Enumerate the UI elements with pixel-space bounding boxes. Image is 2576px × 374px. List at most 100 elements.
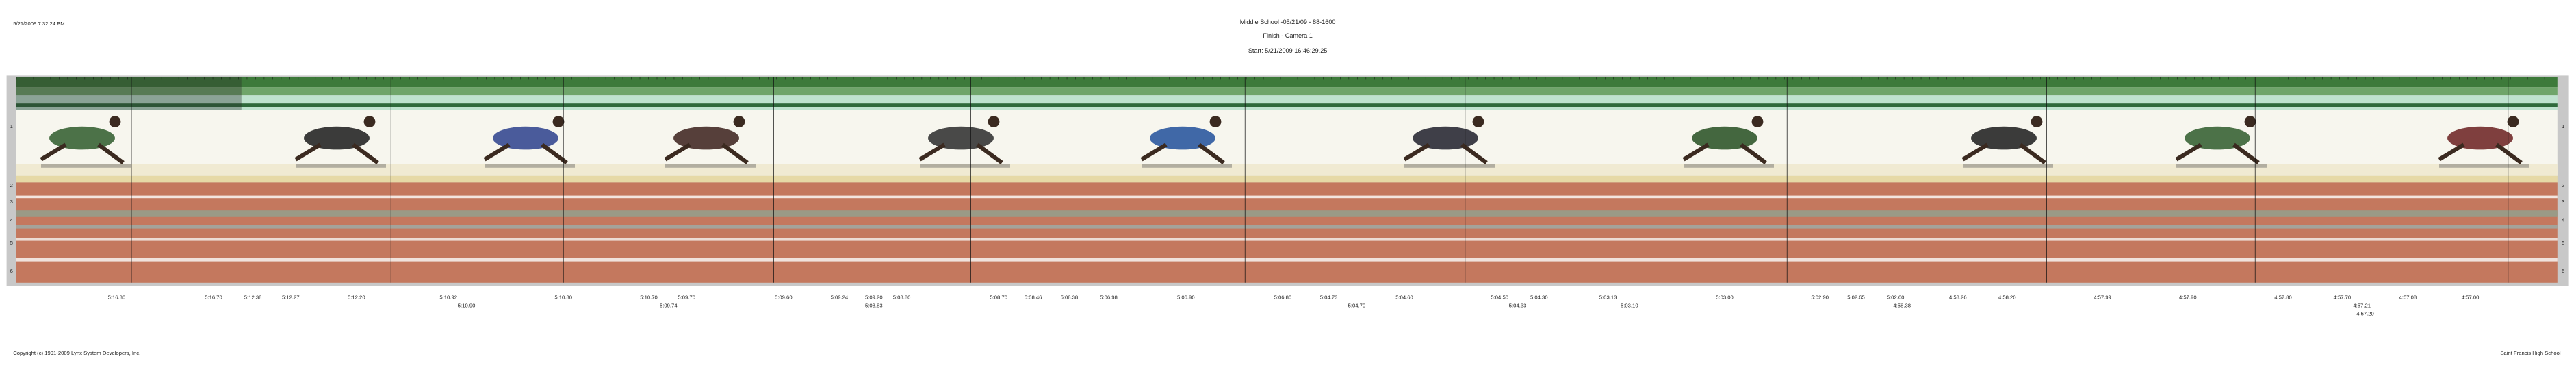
school-name: Saint Francis High School (2500, 350, 2561, 356)
runner (49, 126, 116, 150)
time-label: 5:10.80 (554, 294, 572, 300)
time-label: 5:09.20 (865, 294, 883, 300)
runner-shadow (485, 164, 576, 168)
time-label: 4:57.70 (2334, 294, 2352, 300)
time-label: 4:57.08 (2399, 294, 2417, 300)
time-label: 5:04.33 (1509, 302, 1527, 308)
lane-label: 6 (10, 268, 13, 274)
infield (16, 77, 2558, 88)
runner-shadow (2439, 164, 2530, 168)
runner (2447, 126, 2514, 150)
runner-shadow (1142, 164, 1233, 168)
rail (16, 103, 2558, 107)
lane-label: 6 (2562, 268, 2564, 274)
timestamp: 5/21/2009 7:32:24 PM (13, 21, 65, 27)
runner-shadow (920, 164, 1011, 168)
time-label: 5:06.80 (1274, 294, 1292, 300)
runner (918, 142, 1003, 165)
time-label: 5:04.70 (1348, 302, 1366, 308)
time-label: 5:10.70 (640, 294, 658, 300)
lane-label: 2 (10, 182, 13, 188)
time-label: 4:58.38 (1893, 302, 1911, 308)
lane-line (16, 195, 2558, 199)
runner (2438, 142, 2523, 165)
runner (2175, 142, 2260, 165)
lane-label: 1 (10, 123, 13, 129)
time-label: 5:09.70 (678, 294, 695, 300)
copyright: Copyright (c) 1991-2009 Lynx System Deve… (13, 350, 140, 356)
lane-line (16, 238, 2558, 241)
lane-line (16, 210, 2558, 217)
runner-shadow (2176, 164, 2267, 168)
runner (109, 116, 121, 127)
time-label: 4:57.00 (2462, 294, 2480, 300)
track-edge (16, 175, 2558, 183)
lane-label: 4 (2562, 217, 2565, 223)
time-label: 5:10.90 (458, 302, 476, 308)
infield (16, 87, 2558, 96)
time-label: 5:12.38 (244, 294, 262, 300)
photo-strip (6, 75, 2569, 286)
runner (2244, 116, 2256, 127)
time-label: 4:57.99 (2094, 294, 2111, 300)
time-label: 5:08.70 (990, 294, 1007, 300)
subtitle: Finish - Camera 1 (1263, 32, 1312, 39)
runner (664, 142, 749, 165)
time-label: 5:02.90 (1811, 294, 1829, 300)
time-label: 5:09.24 (831, 294, 849, 300)
time-label: 5:09.74 (660, 302, 678, 308)
time-label: 5:09.60 (775, 294, 793, 300)
runner-shadow (41, 164, 132, 168)
runner-shadow (665, 164, 756, 168)
runner (40, 142, 125, 165)
runner (483, 142, 568, 165)
time-label: 5:06.98 (1100, 294, 1118, 300)
runner (2507, 116, 2519, 127)
runner (1413, 126, 1479, 150)
runner (552, 116, 565, 127)
runner-shadow (296, 164, 387, 168)
lane-line (16, 258, 2558, 262)
time-label: 5:12.20 (348, 294, 365, 300)
runner (493, 126, 559, 150)
lane-label: 3 (2562, 199, 2564, 205)
rail (16, 95, 2558, 110)
track (16, 182, 2558, 283)
time-label: 5:08.38 (1061, 294, 1079, 300)
runner (673, 126, 740, 150)
lane-label: 2 (2562, 182, 2564, 188)
runner (1682, 142, 1767, 165)
runner (988, 116, 1000, 127)
time-label: 4:57.20 (2356, 310, 2374, 316)
time-label: 5:03.00 (1716, 294, 1734, 300)
lane-line (16, 225, 2558, 229)
runner (1150, 126, 1216, 150)
time-label: 5:10.92 (439, 294, 457, 300)
time-label: 5:02.60 (1887, 294, 1905, 300)
time-label: 5:08.83 (865, 302, 883, 308)
runner (1403, 142, 1488, 165)
runner (2031, 116, 2043, 127)
runner (304, 126, 370, 150)
runner (733, 116, 745, 127)
runner-shadow (1404, 164, 1495, 168)
start-time: Start: 5/21/2009 16:46:29.25 (1248, 47, 1327, 54)
title: Middle School -05/21/09 - 88-1600 (1240, 18, 1336, 25)
lane-label: 5 (2562, 240, 2564, 246)
time-label: 5:03.13 (1599, 294, 1617, 300)
runner (1209, 116, 1222, 127)
runner-lane (16, 164, 2558, 176)
runner (1472, 116, 1484, 127)
runner-shadow (1684, 164, 1775, 168)
time-label: 5:06.90 (1177, 294, 1195, 300)
runner (928, 126, 994, 150)
time-label: 4:58.26 (1949, 294, 1967, 300)
time-label: 5:16.80 (108, 294, 126, 300)
runner (1751, 116, 1764, 127)
runner (2185, 126, 2251, 150)
runner (1692, 126, 1758, 150)
time-label: 5:04.30 (1530, 294, 1548, 300)
shadow (16, 77, 242, 110)
